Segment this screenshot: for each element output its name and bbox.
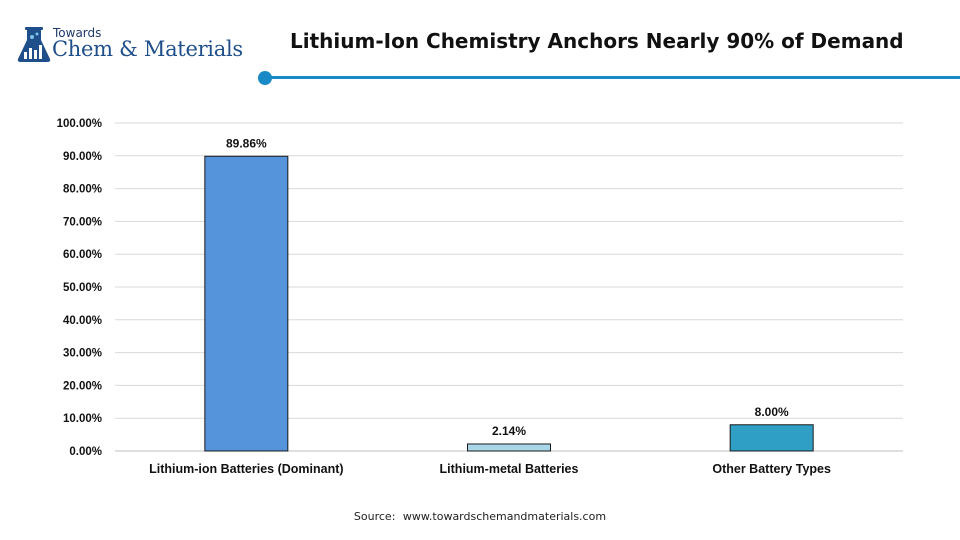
y-tick-label: 30.00%: [63, 348, 102, 360]
source-note: Source: www.towardschemandmaterials.com: [0, 510, 960, 523]
y-tick-label: 100.00%: [57, 118, 102, 130]
data-label: 89.86%: [226, 136, 267, 150]
bar: [204, 155, 289, 452]
data-label: 2.14%: [492, 424, 526, 438]
source-url[interactable]: www.towardschemandmaterials.com: [402, 510, 607, 523]
x-tick-label: Lithium-metal Batteries: [440, 462, 579, 476]
y-tick-label: 0.00%: [69, 446, 102, 458]
x-tick-label: Other Battery Types: [712, 462, 831, 476]
header-rule-line: [266, 76, 960, 79]
bar: [729, 424, 814, 452]
bar: [467, 443, 551, 452]
data-label: 8.00%: [755, 405, 789, 419]
x-tick-label: Lithium-ion Batteries (Dominant): [149, 462, 343, 476]
y-tick-label: 10.00%: [63, 413, 102, 425]
flask-chart-icon: [17, 27, 51, 62]
y-tick-label: 80.00%: [63, 184, 102, 196]
logo-top-text: Towards: [53, 26, 102, 40]
header-rule-dot: [258, 71, 272, 85]
chart-title: Lithium-Ion Chemistry Anchors Nearly 90%…: [290, 29, 904, 53]
y-tick-label: 50.00%: [63, 282, 102, 294]
logo-main-text: Chem & Materials: [52, 37, 243, 61]
y-tick-label: 90.00%: [63, 151, 102, 163]
y-tick-label: 70.00%: [63, 216, 102, 228]
y-tick-label: 20.00%: [63, 380, 102, 392]
source-label: Source:: [353, 510, 396, 523]
y-tick-label: 60.00%: [63, 249, 102, 261]
y-tick-label: 40.00%: [63, 315, 102, 327]
brand-logo: Towards Chem & Materials: [16, 24, 256, 68]
